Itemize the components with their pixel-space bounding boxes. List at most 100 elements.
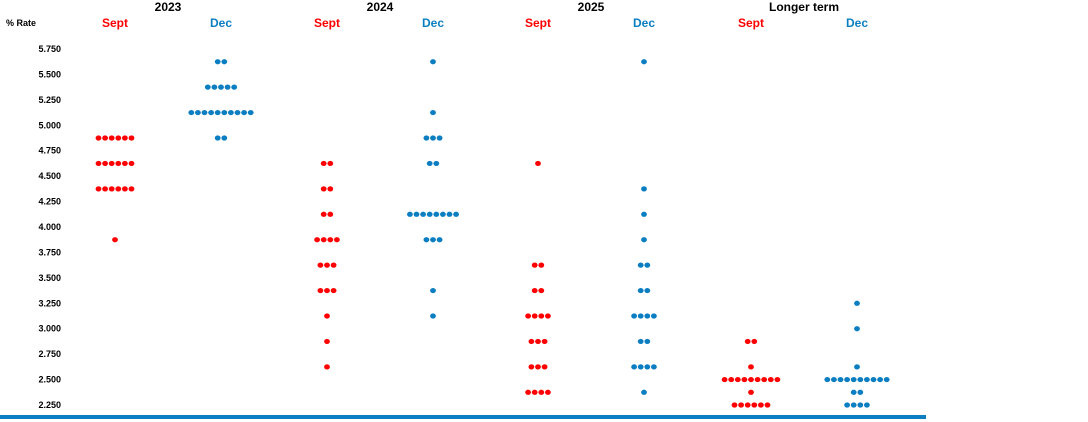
rate-dot bbox=[751, 402, 758, 408]
rate-dot bbox=[774, 376, 781, 383]
rate-dot bbox=[430, 287, 436, 294]
rate-dot bbox=[327, 186, 334, 192]
rate-dot bbox=[538, 262, 545, 268]
rate-dot bbox=[108, 186, 115, 192]
column-header: Dec bbox=[633, 16, 655, 30]
rate-dot bbox=[221, 135, 228, 141]
rate-dot bbox=[102, 135, 108, 141]
rate-dot bbox=[637, 262, 644, 268]
rate-dot bbox=[748, 389, 754, 395]
rate-dot bbox=[744, 402, 751, 408]
rate-dot bbox=[122, 135, 128, 141]
rate-dot bbox=[241, 109, 248, 116]
rate-dot bbox=[108, 135, 115, 141]
rate-dot bbox=[324, 364, 330, 370]
rate-dot bbox=[112, 237, 118, 243]
rate-dot bbox=[831, 376, 837, 383]
rate-dot bbox=[324, 262, 330, 268]
rate-dot bbox=[324, 287, 330, 294]
rate-dot bbox=[221, 109, 228, 116]
rate-dot bbox=[95, 160, 102, 167]
rate-dot bbox=[423, 237, 430, 243]
rate-dot bbox=[426, 211, 433, 217]
rate-dot bbox=[545, 389, 551, 395]
column-header: Sept bbox=[738, 16, 764, 30]
rate-dot bbox=[334, 237, 340, 243]
rate-dot bbox=[525, 313, 531, 319]
rate-dot bbox=[433, 211, 440, 217]
rate-dot bbox=[641, 186, 647, 192]
rate-dot bbox=[525, 389, 531, 395]
rate-dot bbox=[538, 287, 545, 294]
rate-dot bbox=[327, 237, 334, 243]
rate-dot bbox=[108, 160, 115, 167]
rate-dot bbox=[837, 376, 844, 383]
rate-dot bbox=[446, 211, 453, 217]
rate-dot bbox=[234, 109, 241, 116]
rate-dot bbox=[738, 402, 744, 408]
rate-dot bbox=[857, 389, 864, 395]
y-tick-label: 2.750 bbox=[38, 349, 61, 359]
column-header: Sept bbox=[525, 16, 551, 30]
rate-dot bbox=[324, 338, 330, 345]
y-tick-label: 5.000 bbox=[38, 120, 61, 130]
y-tick-label: 3.000 bbox=[38, 324, 61, 334]
y-tick-label: 2.250 bbox=[38, 400, 61, 410]
rate-dot bbox=[436, 135, 443, 141]
rate-dot bbox=[857, 376, 864, 383]
column-header: Dec bbox=[210, 16, 232, 30]
rate-dot bbox=[538, 313, 545, 319]
rate-dot bbox=[128, 186, 135, 192]
rate-dot bbox=[433, 160, 440, 167]
rate-dot bbox=[857, 402, 864, 408]
rate-dot bbox=[641, 237, 647, 243]
rate-dot bbox=[320, 186, 327, 192]
rate-dot bbox=[864, 402, 870, 408]
rate-dot bbox=[728, 376, 735, 383]
y-axis-label: % Rate bbox=[6, 18, 36, 28]
rate-dot bbox=[531, 313, 538, 319]
rate-dot bbox=[531, 262, 538, 268]
rate-dot bbox=[122, 160, 128, 167]
rate-dot bbox=[327, 160, 334, 167]
rate-dot bbox=[430, 135, 436, 141]
rate-dot bbox=[731, 402, 738, 408]
rate-dot bbox=[751, 338, 758, 345]
rate-dot bbox=[741, 376, 748, 383]
rate-dot bbox=[850, 376, 857, 383]
rate-dot bbox=[644, 364, 651, 370]
rate-dot bbox=[320, 211, 327, 217]
y-tick-label: 4.250 bbox=[38, 197, 61, 207]
rate-dot bbox=[327, 211, 334, 217]
rate-dot bbox=[850, 389, 857, 395]
rate-dot bbox=[330, 287, 337, 294]
rate-dot bbox=[854, 326, 860, 332]
rate-dot bbox=[115, 186, 122, 192]
rate-dot bbox=[208, 109, 215, 116]
y-tick-label: 4.000 bbox=[38, 222, 61, 232]
rate-dot bbox=[877, 376, 883, 383]
rate-dot bbox=[538, 389, 545, 395]
rate-dot bbox=[247, 109, 254, 116]
rate-dot bbox=[854, 300, 860, 306]
rate-dot bbox=[224, 84, 231, 90]
rate-dot bbox=[115, 135, 122, 141]
y-tick-label: 4.500 bbox=[38, 171, 61, 181]
rate-dot bbox=[844, 402, 850, 408]
rate-dot bbox=[320, 237, 327, 243]
rate-dot bbox=[218, 84, 224, 90]
rate-dot bbox=[535, 338, 541, 345]
rate-dot bbox=[535, 364, 541, 370]
rate-dot bbox=[531, 389, 538, 395]
y-tick-label: 3.750 bbox=[38, 247, 61, 257]
rate-dot bbox=[95, 135, 102, 141]
year-header: Longer term bbox=[769, 0, 839, 14]
rate-dot bbox=[128, 135, 135, 141]
rate-dot bbox=[115, 160, 122, 167]
column-header: Dec bbox=[846, 16, 868, 30]
rate-dot bbox=[767, 376, 774, 383]
rate-dot bbox=[413, 211, 420, 217]
rate-dot bbox=[122, 186, 128, 192]
rate-dot bbox=[221, 59, 228, 65]
rate-dot bbox=[850, 402, 857, 408]
